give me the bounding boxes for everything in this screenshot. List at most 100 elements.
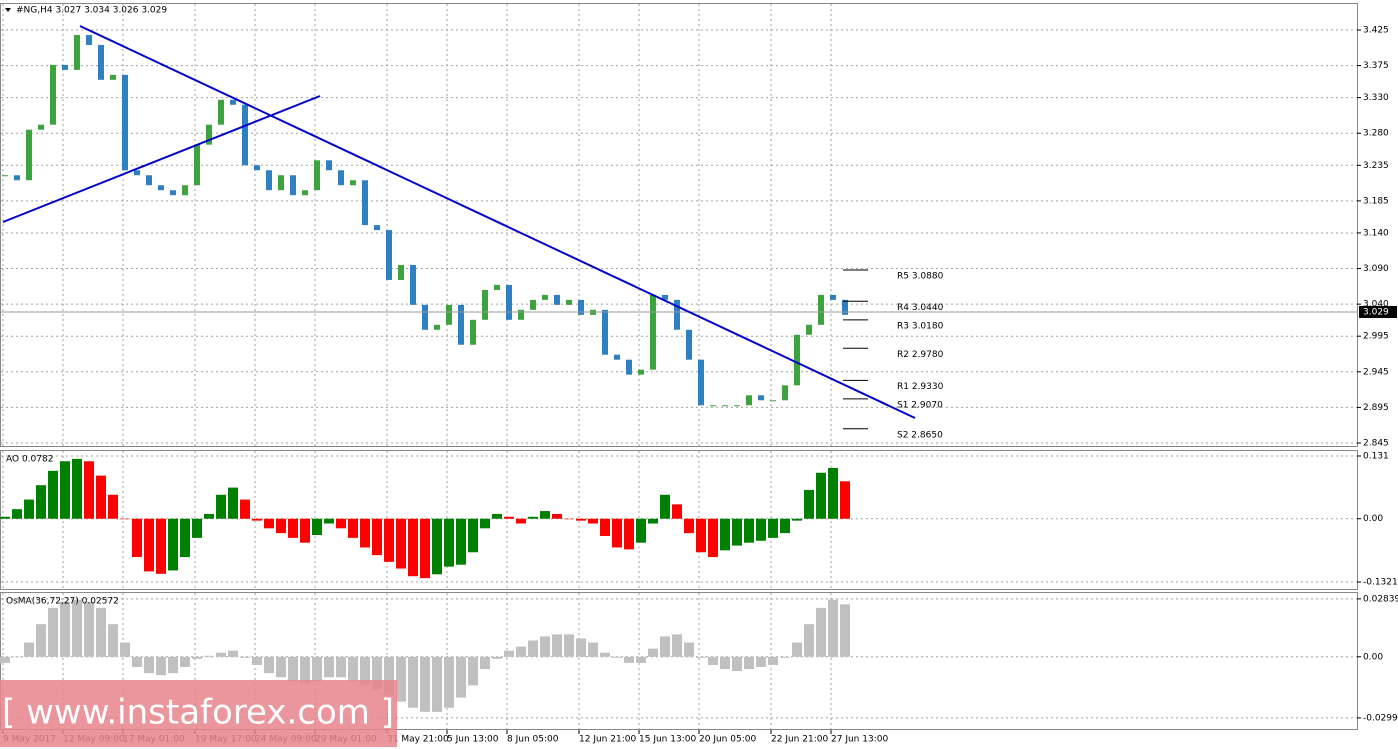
last-price-box — [1359, 305, 1397, 318]
histogram-bar — [204, 513, 214, 519]
y-tick-label: 2.845 — [1363, 439, 1389, 449]
pivot-label: R1 2.9330 — [897, 382, 944, 392]
candle — [218, 99, 224, 125]
pivot-label: S1 2.9070 — [897, 400, 943, 410]
ao-panel — [0, 450, 1358, 590]
candle — [554, 294, 560, 305]
histogram-bar — [192, 656, 202, 659]
candle — [470, 319, 476, 345]
histogram-bar — [780, 518, 790, 534]
candle — [338, 170, 344, 186]
histogram-bar — [372, 656, 382, 690]
y-tick-label: 3.090 — [1363, 264, 1389, 274]
histogram-bar — [264, 656, 274, 674]
candle — [398, 264, 404, 280]
histogram-bar — [0, 656, 10, 663]
histogram-bar — [288, 518, 298, 538]
histogram-bar — [240, 499, 250, 519]
y-tick-label: 3.040 — [1363, 300, 1389, 310]
histogram-bar — [168, 656, 178, 674]
y-tick-label: 3.425 — [1363, 25, 1389, 35]
histogram-bar — [192, 518, 202, 538]
histogram-bar — [24, 499, 34, 519]
candle — [26, 129, 32, 181]
candle — [602, 309, 608, 355]
histogram-bar — [312, 656, 322, 682]
histogram-bar — [12, 509, 22, 519]
histogram-bar — [108, 624, 118, 657]
y-tick-label: 0.00 — [1363, 514, 1383, 524]
histogram-bar — [588, 642, 598, 657]
histogram-bar — [456, 518, 466, 565]
histogram-bar — [240, 656, 250, 658]
histogram-bar — [96, 475, 106, 519]
histogram-bar — [528, 640, 538, 657]
y-tick-label: 0.131 — [1363, 451, 1389, 461]
histogram-bar — [252, 518, 262, 521]
y-tick-label: 3.140 — [1363, 228, 1389, 238]
trend-line — [79, 25, 916, 419]
histogram-bar — [276, 518, 286, 534]
histogram-bar — [744, 656, 754, 670]
histogram-bar — [120, 642, 130, 657]
histogram-bar — [48, 607, 58, 657]
histogram-bar — [756, 656, 766, 667]
histogram-bar — [756, 518, 766, 541]
candle — [194, 144, 200, 186]
candle — [410, 264, 416, 305]
candle — [182, 185, 188, 196]
histogram-bar — [12, 656, 22, 658]
histogram-bar — [384, 656, 394, 696]
histogram-bar — [564, 634, 574, 657]
plot-layer: 3.425 3.375 3.330 3.280 3.235 3.185 3.140 3.090… — [0, 4, 1398, 745]
candle — [242, 104, 248, 166]
histogram-bar — [696, 656, 706, 658]
histogram-bar — [672, 634, 682, 657]
histogram-bar — [432, 518, 442, 575]
pivot-label: R4 3.0440 — [897, 303, 944, 313]
candle — [110, 74, 116, 80]
candle — [650, 294, 656, 370]
histogram-bar — [108, 494, 118, 519]
histogram-bar — [48, 470, 58, 519]
histogram-bar — [480, 656, 490, 670]
histogram-bar — [492, 656, 502, 659]
candle — [326, 160, 332, 171]
candle — [794, 334, 800, 386]
histogram-bar — [600, 652, 610, 657]
candle — [734, 405, 740, 407]
candle — [374, 225, 380, 231]
x-tick-label: 27 Jun 13:00 — [831, 735, 888, 745]
y-tick-label: 3.330 — [1363, 93, 1389, 103]
candle — [74, 34, 80, 70]
histogram-bar — [804, 489, 814, 519]
histogram-bar — [720, 518, 730, 551]
candle — [134, 170, 140, 176]
candle — [818, 294, 824, 325]
candle — [254, 165, 260, 171]
candle — [2, 175, 8, 177]
histogram-bar — [324, 656, 334, 678]
y-tick-label: 3.235 — [1363, 161, 1389, 171]
osma-title: OsMA(36,72,27) 0.02572 — [6, 597, 119, 607]
candle — [614, 354, 620, 360]
candle — [542, 294, 548, 300]
histogram-bar — [216, 652, 226, 657]
candle — [722, 405, 728, 407]
histogram-bar — [576, 518, 586, 521]
candle — [146, 175, 152, 186]
pivot-label: R5 3.0880 — [897, 271, 944, 281]
candle — [506, 284, 512, 320]
candle — [230, 99, 236, 105]
y-tick-label: 3.375 — [1363, 61, 1389, 71]
histogram-bar — [648, 648, 658, 657]
x-tick-label: 20 Jun 05:00 — [699, 735, 756, 745]
histogram-bar — [456, 656, 466, 698]
candle — [422, 304, 428, 330]
histogram-bar — [588, 518, 598, 524]
candle — [578, 299, 584, 315]
histogram-bar — [660, 494, 670, 519]
histogram-bar — [468, 656, 478, 686]
histogram-bar — [624, 518, 634, 550]
y-tick-label: 2.895 — [1363, 403, 1389, 413]
